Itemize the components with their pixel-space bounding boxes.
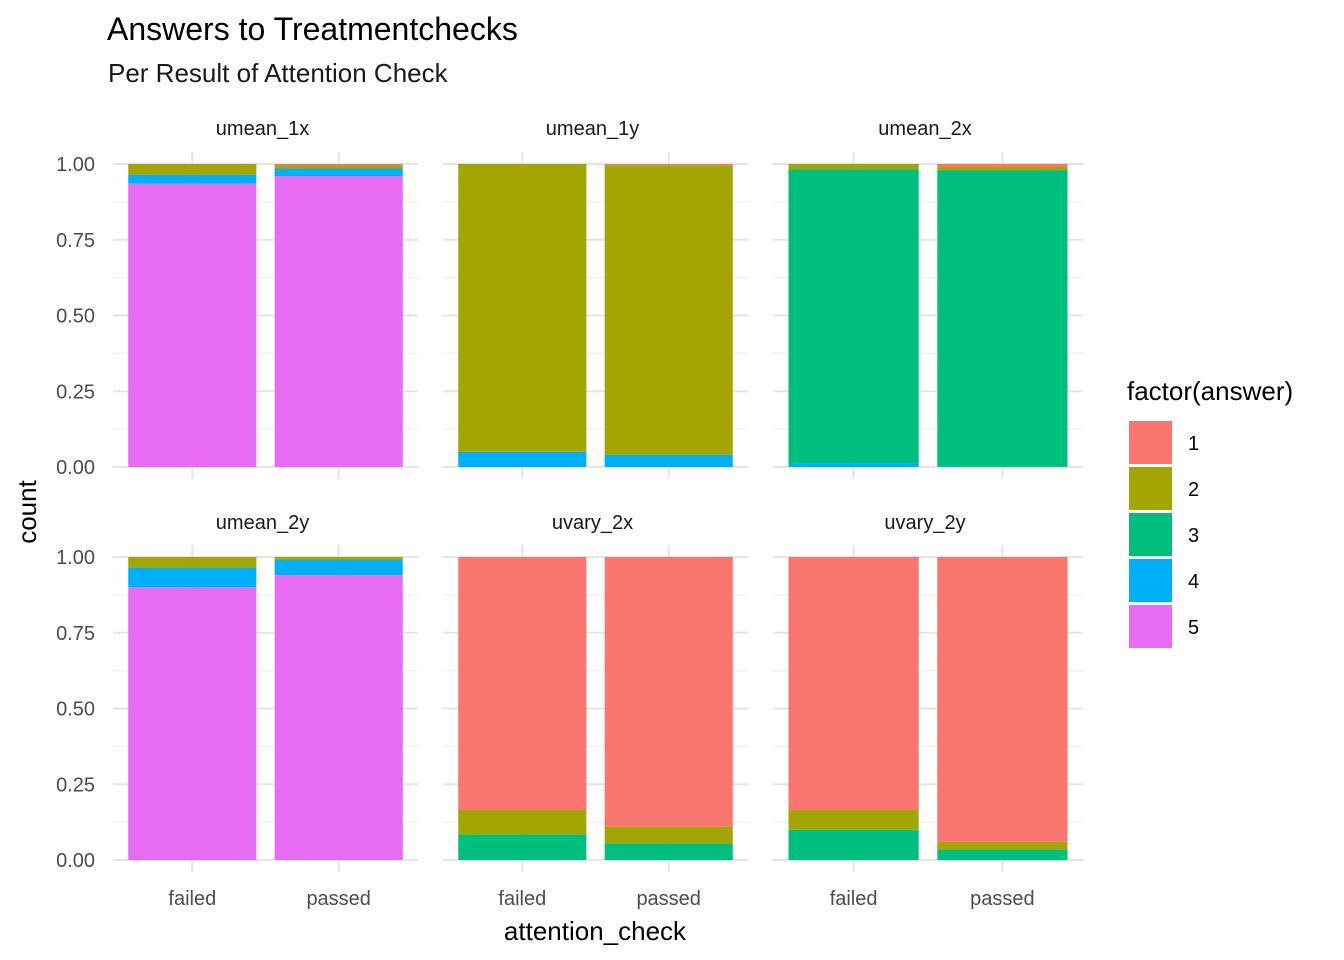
legend-key-5 <box>1129 605 1172 648</box>
legend-label-5: 5 <box>1188 617 1199 639</box>
y-tick-label: 0.00 <box>56 850 95 872</box>
bar-segment-umean_1y-passed-answer-4 <box>604 454 733 467</box>
bar-segment-umean_2x-passed-answer-2 <box>937 167 1068 171</box>
y-tick-label: 0.50 <box>56 699 95 721</box>
bar-segment-umean_1x-passed-answer-2 <box>274 165 403 169</box>
x-tick-label: passed <box>306 888 371 910</box>
facet-strip-label: umean_2x <box>878 118 971 140</box>
facet-strip-label: uvary_2y <box>884 512 965 534</box>
bar-segment-umean_1y-failed-answer-4 <box>458 451 587 467</box>
legend-title: factor(answer) <box>1127 376 1293 406</box>
legend-label-2: 2 <box>1188 479 1199 501</box>
bar-segment-uvary_2x-failed-answer-1 <box>458 557 587 811</box>
bar-segment-uvary_2x-passed-answer-1 <box>604 557 733 827</box>
x-tick-label: failed <box>168 888 216 910</box>
facet-panel-umean_2y: umean_2y 0.00 0.25 0.50 0.75 1.00 failed passed <box>56 512 418 910</box>
chart-subtitle: Per Result of Attention Check <box>108 58 449 88</box>
bar-segment-umean_1x-failed-answer-5 <box>128 183 257 467</box>
legend-label-1: 1 <box>1188 433 1199 455</box>
bar-segment-umean_2x-passed-answer-1 <box>937 164 1068 168</box>
bar-segment-uvary_2y-passed-answer-2 <box>937 841 1068 850</box>
y-tick-label: 0.75 <box>56 623 95 645</box>
bar-segment-umean_1y-failed-answer-2 <box>458 164 587 452</box>
legend-key-2 <box>1129 467 1172 510</box>
x-tick-label: failed <box>498 888 546 910</box>
bar-segment-umean_2y-passed-answer-4 <box>274 560 403 576</box>
y-axis-title: count <box>12 479 42 543</box>
facet-panel-umean_2x: umean_2x <box>773 118 1083 479</box>
bar-segment-umean_2x-failed-answer-3 <box>788 169 919 464</box>
bar-segment-uvary_2y-failed-answer-1 <box>788 557 919 811</box>
y-tick-label: 1.00 <box>56 154 95 176</box>
y-tick-label: 0.50 <box>56 306 95 328</box>
bar-segment-uvary_2y-passed-answer-3 <box>937 849 1068 860</box>
x-tick-label: failed <box>830 888 878 910</box>
bar-segment-umean_1x-failed-answer-2 <box>128 164 257 175</box>
bar-segment-uvary_2y-failed-answer-3 <box>788 829 919 860</box>
bar-segment-umean_2x-failed-answer-4 <box>788 463 919 467</box>
x-axis-title: attention_check <box>504 916 687 946</box>
bar-segment-umean_1x-passed-answer-4 <box>274 168 403 177</box>
y-tick-label: 0.25 <box>56 381 95 403</box>
bar-segment-umean_1x-failed-answer-4 <box>128 174 257 184</box>
bar-segment-umean_2x-failed-answer-2 <box>788 164 919 170</box>
bar-segment-umean_1x-passed-answer-1 <box>274 164 403 166</box>
bar-segment-uvary_2x-failed-answer-3 <box>458 834 587 860</box>
facet-strip-label: umean_1y <box>546 118 639 140</box>
chart-title: Answers to Treatmentchecks <box>107 11 518 47</box>
y-tick-label: 1.00 <box>56 547 95 569</box>
legend-key-3 <box>1129 513 1172 556</box>
legend-label-4: 4 <box>1188 571 1199 593</box>
legend-key-1 <box>1129 421 1172 464</box>
bar-segment-umean_1y-passed-answer-2 <box>604 165 733 455</box>
facet-panel-umean_1y: umean_1y <box>443 118 748 479</box>
facet-strip-label: umean_1x <box>216 118 309 140</box>
legend-label-3: 3 <box>1188 525 1199 547</box>
x-tick-label: passed <box>636 888 701 910</box>
x-tick-label: passed <box>970 888 1035 910</box>
y-tick-label: 0.00 <box>56 457 95 479</box>
bar-segment-uvary_2y-passed-answer-1 <box>937 557 1068 842</box>
bar-segment-umean_2y-failed-answer-2 <box>128 557 257 568</box>
bar-segment-uvary_2y-failed-answer-2 <box>788 810 919 830</box>
bar-segment-umean_1x-passed-answer-5 <box>274 176 403 467</box>
bar-segment-umean_2y-passed-answer-5 <box>274 575 403 860</box>
bar-segment-uvary_2x-failed-answer-2 <box>458 810 587 835</box>
bar-segment-uvary_2x-passed-answer-3 <box>604 843 733 860</box>
legend: factor(answer) 1 2 3 4 5 <box>1127 376 1293 648</box>
legend-key-4 <box>1129 559 1172 602</box>
bar-segment-umean_2x-passed-answer-3 <box>937 170 1068 467</box>
y-tick-label: 0.25 <box>56 774 95 796</box>
facet-strip-label: umean_2y <box>216 512 309 534</box>
bar-segment-umean_1y-passed-answer-1 <box>604 164 733 166</box>
bar-segment-umean_2x-passed-answer-4 <box>937 466 1068 467</box>
bar-segment-umean_2y-failed-answer-4 <box>128 567 257 588</box>
bar-segment-umean_2y-passed-answer-2 <box>274 557 403 561</box>
bar-segment-uvary_2x-passed-answer-2 <box>604 826 733 844</box>
facet-panel-umean_1x: umean_1x 0.00 0.25 0.50 0.75 1.00 <box>56 118 418 479</box>
y-tick-label: 0.75 <box>56 230 95 252</box>
facet-strip-label: uvary_2x <box>552 512 633 534</box>
bar-segment-umean_2y-failed-answer-5 <box>128 587 257 860</box>
